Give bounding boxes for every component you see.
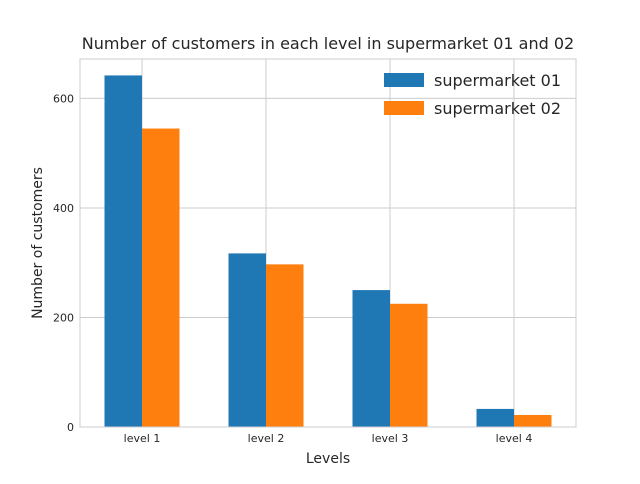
bar-series-2-level-1 bbox=[142, 128, 180, 428]
bar-series-1-level-1 bbox=[104, 75, 142, 427]
x-tick-label: level 4 bbox=[496, 432, 533, 445]
y-tick-label: 400 bbox=[53, 202, 74, 215]
x-tick-label: level 1 bbox=[124, 432, 161, 445]
bar-series-2-level-3 bbox=[390, 303, 428, 427]
bar-series-1-level-3 bbox=[352, 290, 390, 427]
plot-frame bbox=[79, 58, 577, 428]
legend: supermarket 01 supermarket 02 bbox=[384, 71, 561, 118]
legend-swatch-supermarket-01 bbox=[384, 73, 424, 87]
y-tick-label: 600 bbox=[53, 92, 74, 105]
y-tick-label: 200 bbox=[53, 311, 74, 324]
legend-label-supermarket-01: supermarket 01 bbox=[434, 71, 561, 90]
x-tick-label: level 3 bbox=[372, 432, 409, 445]
x-axis-label: Levels bbox=[306, 451, 350, 467]
bars bbox=[104, 75, 552, 428]
chart-title: Number of customers in each level in sup… bbox=[82, 34, 574, 53]
bar-series-1-level-2 bbox=[228, 253, 266, 427]
bar-series-1-level-4 bbox=[476, 408, 514, 427]
y-tick-label: 0 bbox=[67, 421, 74, 434]
x-tick-label: level 2 bbox=[248, 432, 285, 445]
bar-series-2-level-2 bbox=[266, 264, 304, 427]
bar-series-2-level-4 bbox=[514, 414, 552, 427]
y-axis-label: Number of customers bbox=[30, 167, 46, 319]
tick-labels: 0 200 400 600 level 1 level 2 level 3 level 4 bbox=[53, 92, 532, 445]
legend-swatch-supermarket-02 bbox=[384, 101, 424, 115]
legend-label-supermarket-02: supermarket 02 bbox=[434, 99, 561, 118]
